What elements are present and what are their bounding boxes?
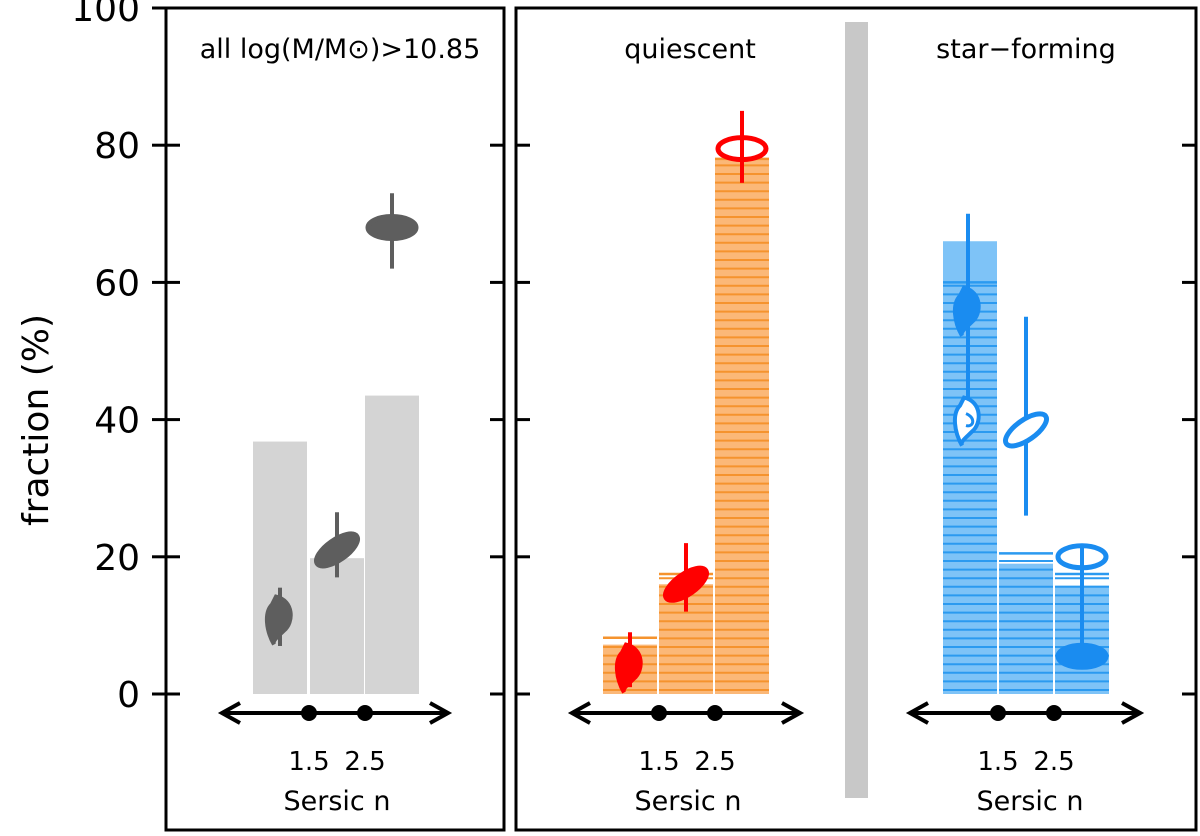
panel-frame-0	[164, 6, 506, 832]
panel-title-0: all log(M/M⊙)>10.85	[200, 34, 481, 65]
y-tick-label: 80	[94, 126, 140, 167]
marker-irregular	[615, 642, 643, 694]
y-tick-label: 20	[94, 538, 140, 579]
marker-ellipse	[1055, 642, 1109, 670]
x-arrow-head-left	[905, 701, 929, 725]
marker-irregular	[615, 642, 643, 694]
marker-ellipse	[1055, 543, 1109, 571]
marker-ellipse	[365, 214, 419, 242]
marker-tilted-disk	[663, 565, 709, 603]
x-arrow-head-left	[567, 701, 591, 725]
marker-irregular	[265, 594, 293, 646]
points-layer	[265, 110, 1109, 694]
x-bin-dot	[1046, 705, 1062, 721]
marker-ellipse	[715, 135, 769, 163]
x-bin-dot	[651, 705, 667, 721]
marker-irregular	[265, 594, 293, 646]
x-tick-label: 2.5	[344, 747, 385, 777]
x-tick-label: 1.5	[288, 747, 329, 777]
marker-irregular	[953, 395, 981, 447]
marker-tilted-disk	[1003, 411, 1049, 449]
y-tick-label: 100	[71, 0, 140, 30]
x-arrow-head-right	[429, 701, 453, 725]
x-tick-label: 2.5	[694, 747, 735, 777]
marker-irregular	[953, 285, 981, 337]
bar	[999, 552, 1053, 694]
marker-tilted-disk	[314, 531, 360, 569]
x-bin-dot	[990, 705, 1006, 721]
panel-title-2: star−forming	[936, 34, 1116, 65]
axes-layer	[152, 6, 1196, 725]
marker-ellipse	[1055, 642, 1109, 670]
marker-irregular	[953, 395, 981, 447]
x-arrow-head-left	[217, 701, 241, 725]
bar	[715, 157, 769, 695]
panel-separator	[845, 22, 868, 798]
x-bin-dot	[357, 705, 373, 721]
y-tick-label: 60	[94, 263, 140, 304]
x-bin-dot	[301, 705, 317, 721]
bar-0-2	[365, 395, 419, 694]
x-arrow-head-right	[781, 701, 805, 725]
x-tick-label: 1.5	[977, 747, 1018, 777]
bar-fill	[715, 158, 769, 695]
marker-ellipse	[365, 214, 419, 242]
text-layer: 0 20 40 60 80 100 fraction (%) all log(M/M⊙)>10…	[16, 0, 1116, 817]
x-bin-dot	[707, 705, 723, 721]
marker-irregular-swirl	[965, 412, 975, 428]
x-axis-title: Sersic n	[284, 786, 391, 817]
marker-tilted-disk	[314, 531, 360, 569]
marker-irregular	[953, 285, 981, 337]
x-axis-title: Sersic n	[635, 786, 742, 817]
marker-tilted-disk	[663, 565, 709, 603]
separator-layer	[845, 22, 868, 798]
marker-tilted-disk	[1003, 411, 1049, 449]
bar	[943, 241, 997, 695]
x-axis-title: Sersic n	[977, 786, 1084, 817]
y-axis-title: fraction (%)	[16, 314, 57, 526]
bar-0-0	[253, 441, 307, 694]
x-tick-label: 1.5	[638, 747, 679, 777]
x-arrow-head-right	[1121, 701, 1145, 725]
y-tick-label: 40	[94, 401, 140, 442]
x-tick-label: 2.5	[1033, 747, 1074, 777]
bar-0-1	[310, 558, 364, 694]
y-tick-label: 0	[117, 675, 140, 716]
panel-title-1: quiescent	[624, 34, 756, 65]
